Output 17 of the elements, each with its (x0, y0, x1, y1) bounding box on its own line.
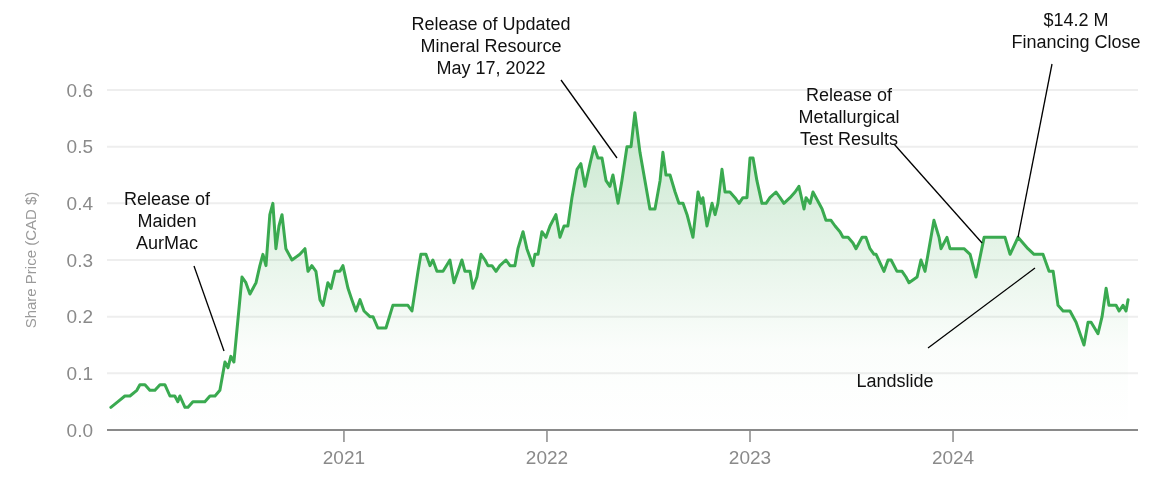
x-tick-label: 2021 (322, 447, 366, 468)
y-tick-label: 0.0 (66, 419, 93, 441)
y-tick-label: 0.1 (66, 362, 93, 384)
annotation: Landslide (856, 371, 934, 392)
x-tick-label: 2022 (525, 447, 569, 468)
y-axis-title: Share Price (CAD $) (22, 191, 39, 329)
y-tick-label: 0.2 (66, 306, 93, 328)
y-tick-label: 0.3 (66, 249, 93, 271)
y-tick-label: 0.4 (66, 192, 94, 214)
y-tick-label: 0.5 (66, 136, 93, 158)
text: Release of Updated Mineral Resource May 17, 2022 (411, 14, 571, 78)
annotation: Release of Metallurgical Test Results (798, 85, 900, 149)
annotation: Release of Maiden AurMac (123, 189, 212, 253)
y-tick-label: 0.6 (66, 79, 93, 101)
x-tick-label: 2024 (931, 447, 975, 468)
x-tick-label: 2023 (728, 447, 772, 468)
annotation: $14.2 M Financing Close (1011, 10, 1141, 52)
